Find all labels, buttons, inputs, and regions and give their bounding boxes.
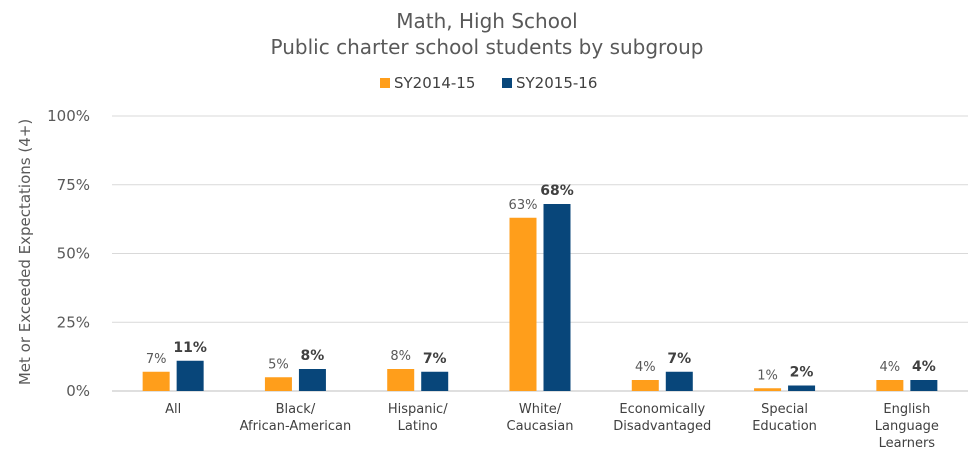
category-label: Black/ (276, 402, 316, 417)
category-label: White/ (519, 402, 562, 417)
legend-label: SY2015-16 (516, 74, 597, 92)
data-label: 63% (509, 198, 538, 213)
bar (387, 369, 415, 391)
category-label: Caucasian (507, 419, 574, 434)
data-label: 68% (540, 183, 574, 199)
category-label: All (165, 402, 181, 417)
y-tick-label: 0% (66, 382, 90, 400)
category-label: Latino (398, 419, 438, 434)
x-axis-categories: All Black/African-American Hispanic/Latino… (165, 402, 939, 451)
bar (509, 217, 537, 391)
data-label: 7% (146, 352, 167, 367)
bar (142, 371, 170, 391)
data-labels: 7% 11% 5% 8% 8% 7% 63%68% 4% 7% 1% 2% 4% 4% (146, 183, 936, 383)
bar (264, 377, 292, 391)
chart-title: Math, High School (396, 9, 577, 33)
bar (543, 204, 571, 391)
legend-swatch (380, 78, 390, 88)
legend-label: SY2014-15 (394, 74, 475, 92)
category-label: Education (752, 419, 817, 434)
category-label: African-American (240, 419, 352, 434)
category-label: Language (875, 419, 939, 434)
y-tick-label: 75% (57, 176, 90, 194)
legend-swatch (502, 78, 512, 88)
data-label: 8% (390, 349, 411, 364)
gridlines (112, 115, 968, 392)
bar (631, 380, 659, 391)
legend: SY2014-15 SY2015-16 (380, 74, 597, 92)
data-label: 4% (635, 360, 656, 375)
y-axis-ticks: 0% 25% 50% 75% 100% (47, 107, 90, 400)
data-label: 1% (757, 368, 778, 383)
data-label: 4% (880, 360, 901, 375)
y-tick-label: 25% (57, 313, 90, 331)
bar (665, 371, 693, 391)
bar (788, 385, 816, 391)
data-label: 2% (790, 365, 814, 381)
data-label: 4% (912, 359, 936, 375)
category-label: Disadvantaged (613, 419, 711, 434)
chart-subtitle: Public charter school students by subgro… (271, 35, 704, 59)
category-label: Economically (619, 402, 705, 417)
bar (176, 360, 204, 391)
y-tick-label: 50% (57, 245, 90, 263)
category-label: Special (761, 402, 808, 417)
bars (142, 204, 938, 391)
bar (754, 388, 782, 391)
y-tick-label: 100% (47, 107, 90, 125)
data-label: 11% (173, 340, 207, 356)
category-label: Hispanic/ (388, 402, 448, 417)
bar (421, 371, 449, 391)
bar (910, 380, 938, 391)
data-label: 5% (268, 357, 289, 372)
data-label: 7% (667, 351, 691, 367)
bar (298, 369, 326, 391)
bar (876, 380, 904, 391)
category-label: Learners (879, 436, 936, 451)
data-label: 7% (423, 351, 447, 367)
data-label: 8% (301, 348, 325, 364)
category-label: English (883, 402, 930, 417)
y-axis-title: Met or Exceeded Expectations (4+) (16, 119, 34, 385)
